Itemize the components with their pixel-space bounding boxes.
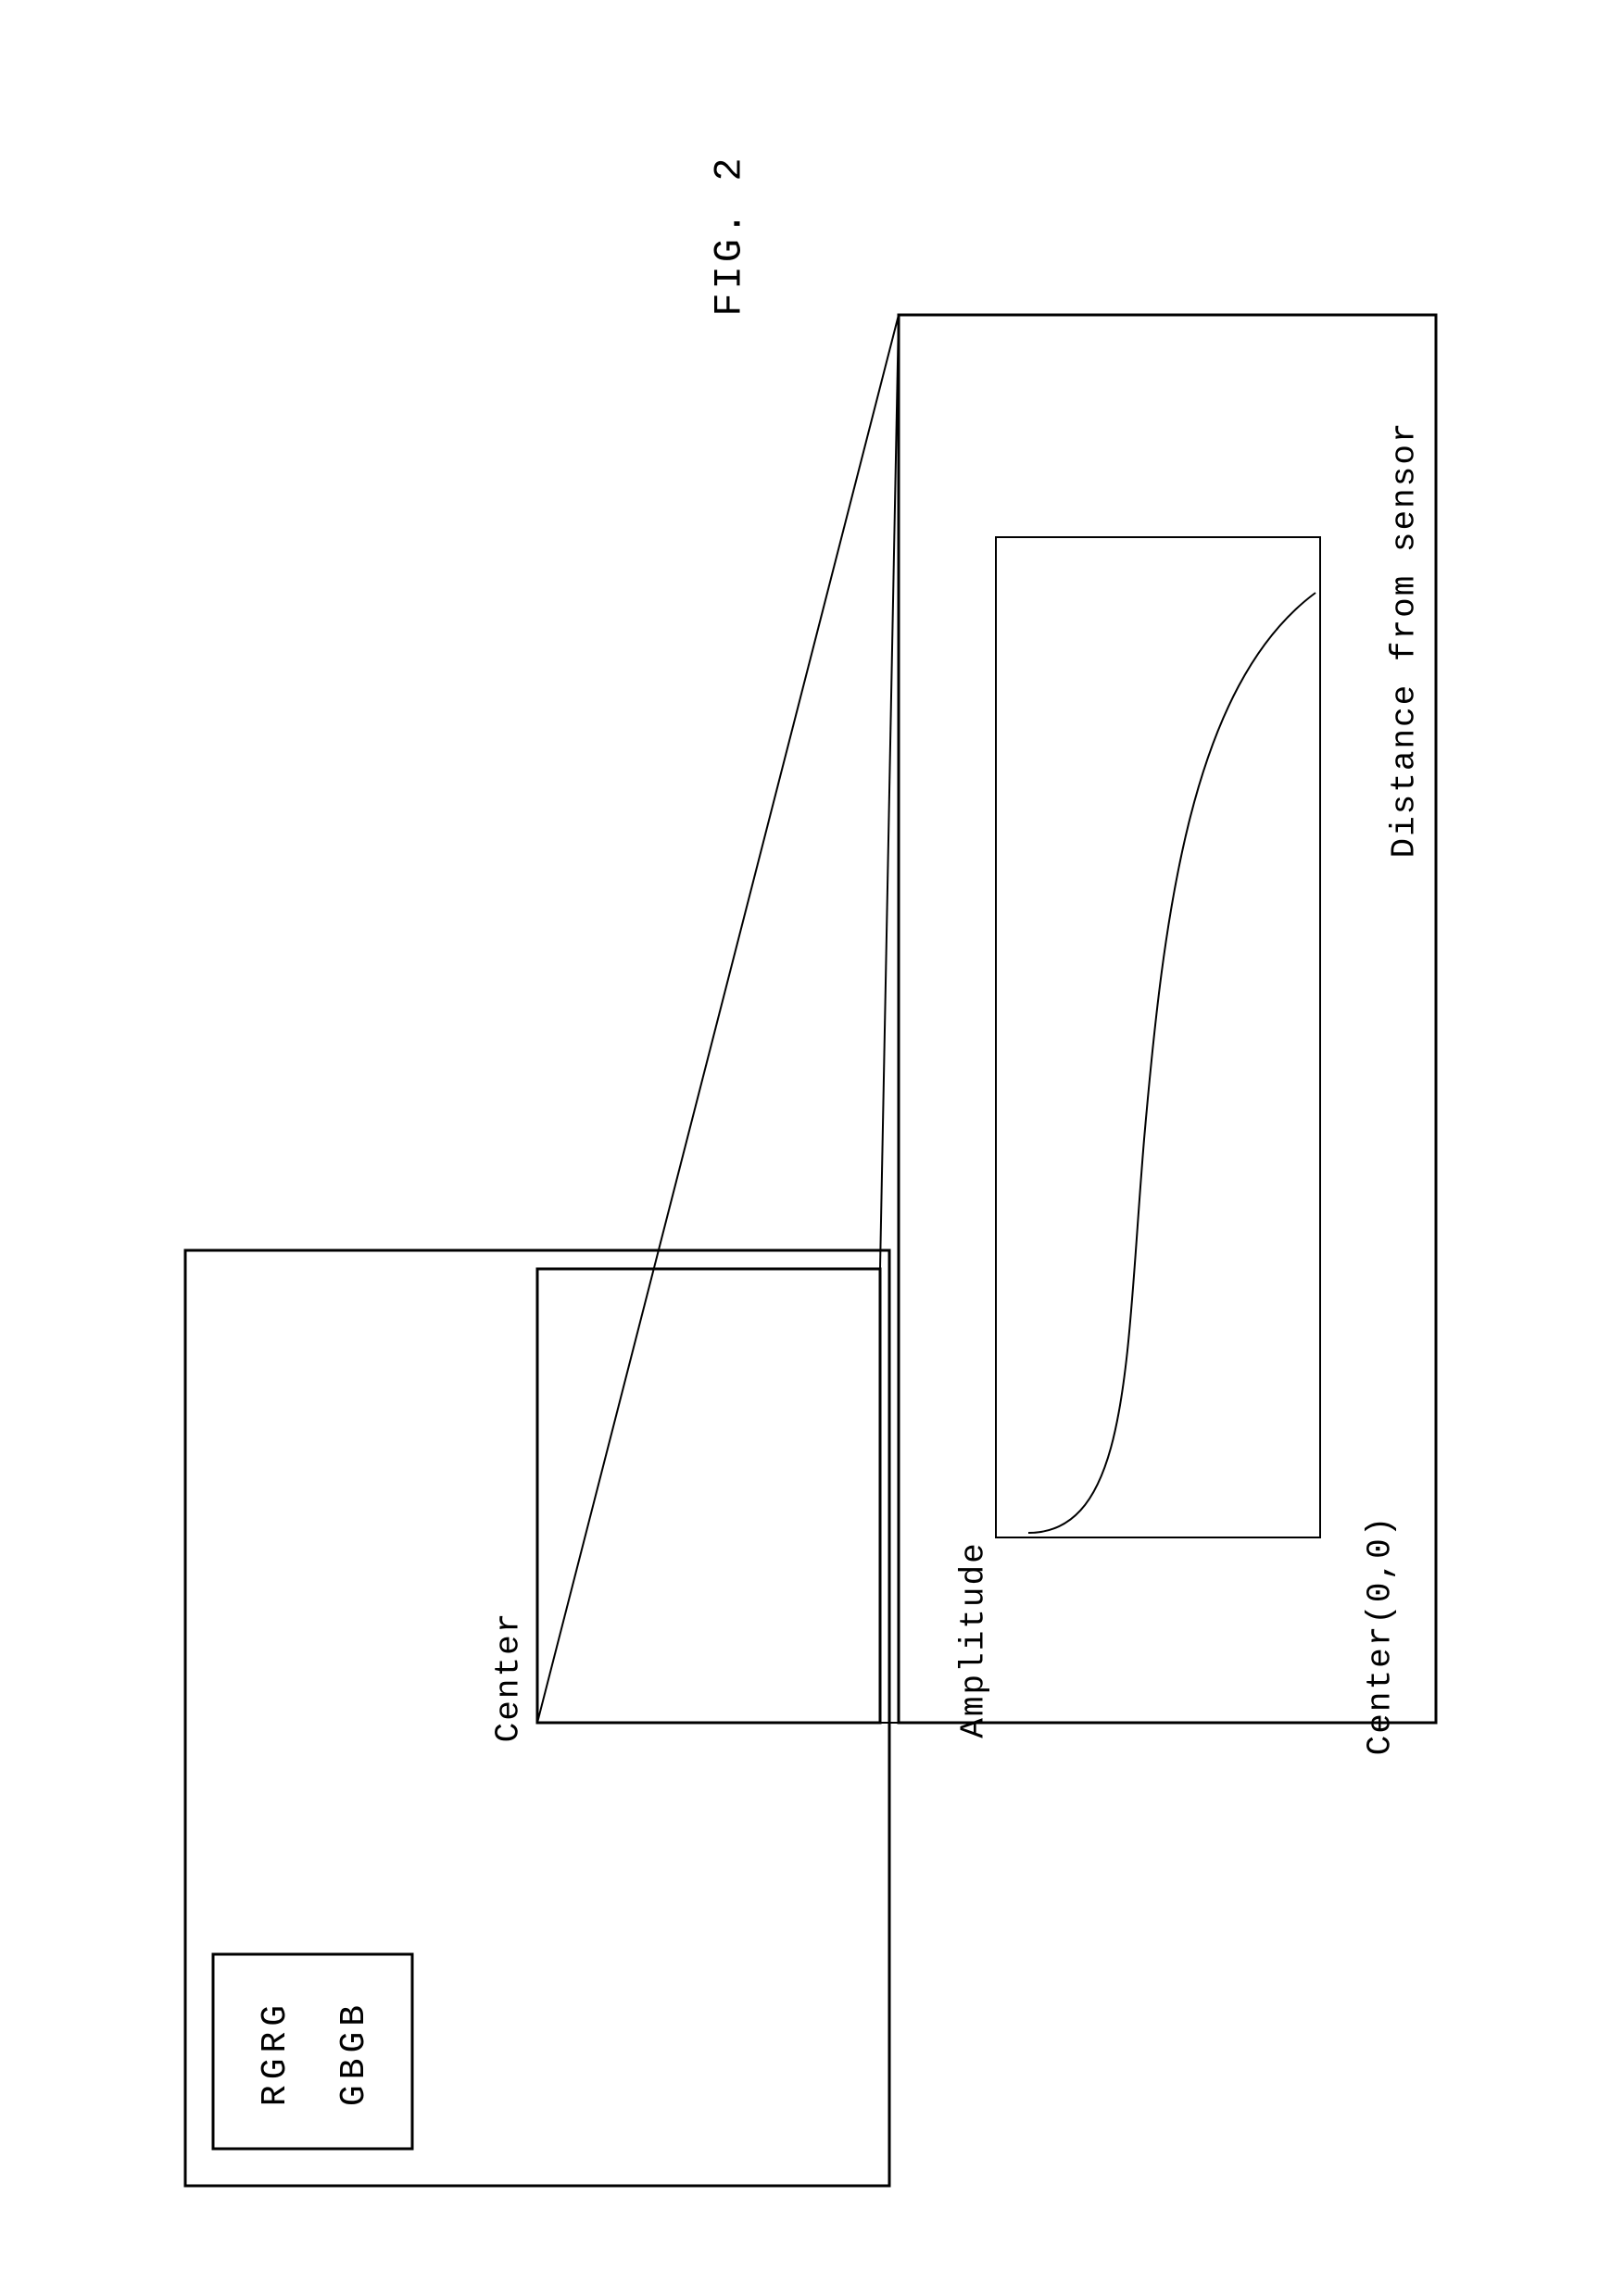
inner-chart-frame: [996, 537, 1320, 1537]
bayer-line1: RGRG: [256, 2000, 296, 2106]
projection-line-top: [880, 315, 899, 1269]
center-origin-label: Center(0,0): [1361, 1515, 1399, 1756]
bayer-line2: GBGB: [334, 2000, 374, 2106]
center-label: Center: [489, 1612, 527, 1743]
distance-label: Distance from sensor: [1386, 420, 1424, 858]
amplitude-label: Amplitude: [955, 1541, 993, 1738]
bayer-box: [213, 1954, 412, 2149]
diagram-svg: [0, 0, 1624, 2296]
diagram-container: FIG. 2 Center RGRG GBGB Amplitude Center…: [0, 0, 1624, 2296]
